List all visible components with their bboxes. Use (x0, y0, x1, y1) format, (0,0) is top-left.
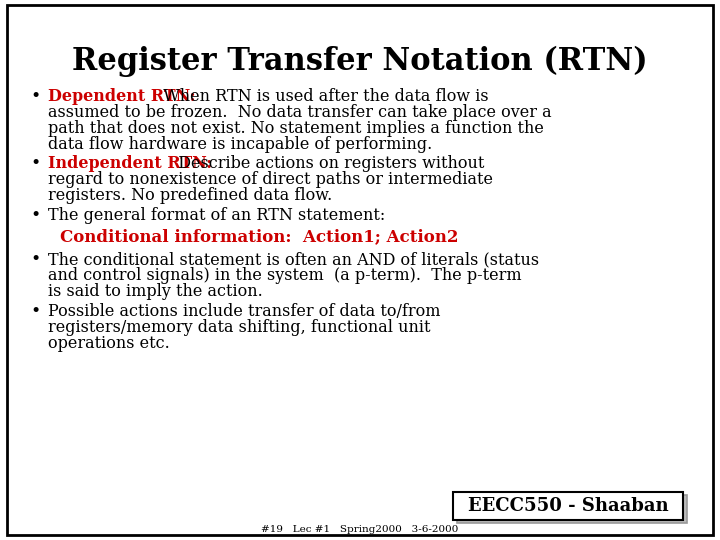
Text: EECC550 - Shaaban: EECC550 - Shaaban (468, 497, 668, 515)
Text: Possible actions include transfer of data to/from: Possible actions include transfer of dat… (48, 303, 441, 320)
Text: •: • (30, 88, 40, 105)
Text: Conditional information:  Action1; Action2: Conditional information: Action1; Action… (60, 228, 459, 245)
FancyBboxPatch shape (453, 492, 683, 520)
Text: When RTN is used after the data flow is: When RTN is used after the data flow is (153, 88, 489, 105)
Text: Register Transfer Notation (RTN): Register Transfer Notation (RTN) (72, 46, 648, 77)
Text: The general format of an RTN statement:: The general format of an RTN statement: (48, 207, 385, 224)
Text: registers. No predefined data flow.: registers. No predefined data flow. (48, 187, 332, 204)
Text: •: • (30, 303, 40, 320)
Text: assumed to be frozen.  No data transfer can take place over a: assumed to be frozen. No data transfer c… (48, 104, 552, 121)
FancyBboxPatch shape (457, 495, 688, 523)
Text: regard to nonexistence of direct paths or intermediate: regard to nonexistence of direct paths o… (48, 171, 493, 188)
Text: •: • (30, 252, 40, 268)
Text: is said to imply the action.: is said to imply the action. (48, 283, 263, 300)
Text: #19   Lec #1   Spring2000   3-6-2000: #19 Lec #1 Spring2000 3-6-2000 (261, 524, 459, 534)
Text: Describe actions on registers without: Describe actions on registers without (168, 156, 485, 172)
Text: •: • (30, 156, 40, 172)
Text: •: • (30, 207, 40, 224)
Text: operations etc.: operations etc. (48, 335, 170, 352)
Text: and control signals) in the system  (a p-term).  The p-term: and control signals) in the system (a p-… (48, 267, 521, 285)
Text: Independent RTN:: Independent RTN: (48, 156, 212, 172)
Text: registers/memory data shifting, functional unit: registers/memory data shifting, function… (48, 319, 431, 336)
Text: path that does not exist. No statement implies a function the: path that does not exist. No statement i… (48, 120, 544, 137)
Text: data flow hardware is incapable of performing.: data flow hardware is incapable of perfo… (48, 136, 432, 153)
Text: The conditional statement is often an AND of literals (status: The conditional statement is often an AN… (48, 252, 539, 268)
Text: Dependent RTN:: Dependent RTN: (48, 88, 196, 105)
